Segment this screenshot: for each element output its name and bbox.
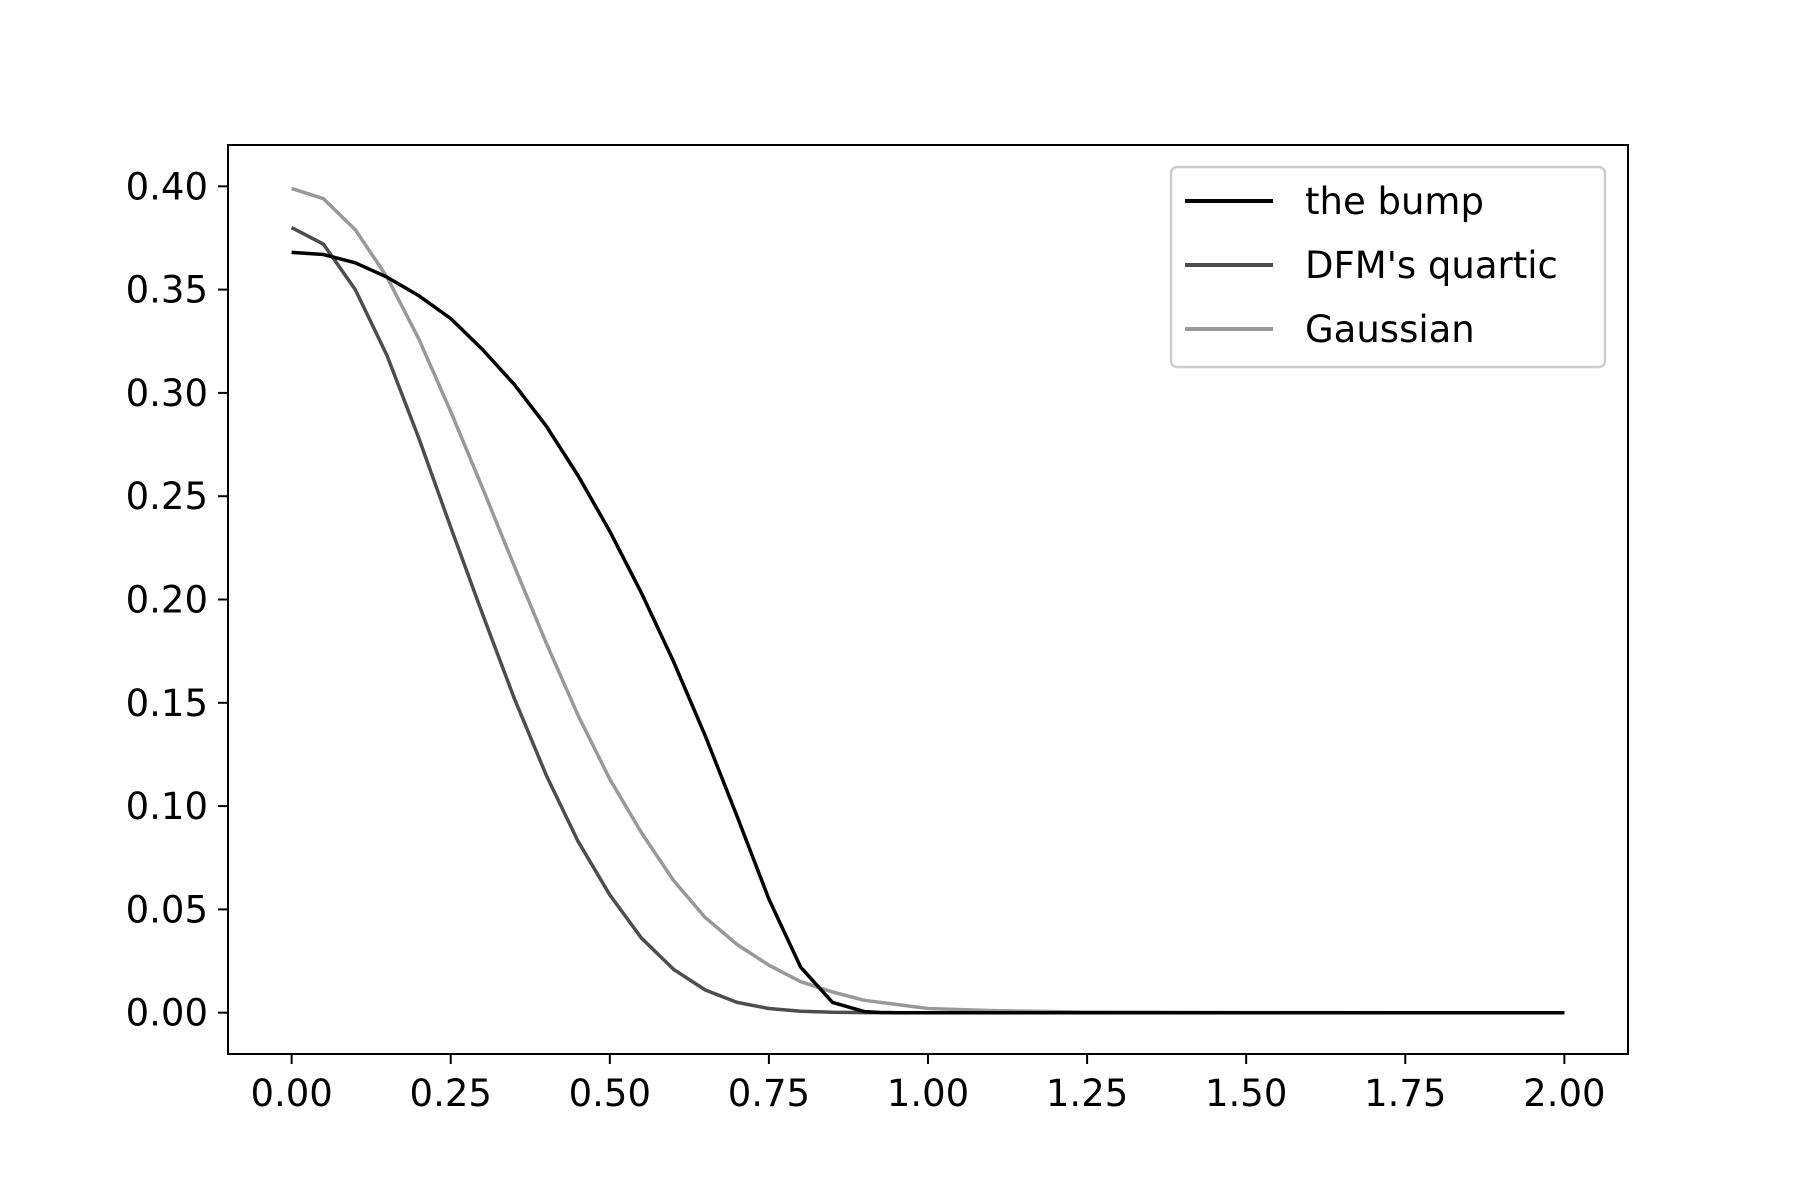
legend: the bump DFM's quartic Gaussian — [1169, 165, 1607, 369]
y-tick-label: 0.20 — [126, 579, 208, 622]
series-line-0 — [291, 250, 1565, 1015]
legend-label-1: DFM's quartic — [1305, 244, 1558, 287]
x-tick-label: 0.25 — [410, 1072, 492, 1115]
legend-label-0: the bump — [1305, 180, 1484, 223]
legend-label-2: Gaussian — [1305, 308, 1475, 351]
y-tick-label: 0.40 — [126, 165, 208, 208]
y-tick-label: 0.30 — [126, 372, 208, 415]
series-line-2 — [291, 186, 1565, 1015]
y-tick-label: 0.05 — [126, 888, 208, 931]
x-axis: 0.00 0.25 0.50 0.75 1.00 1.25 1.50 1.75 2.00 — [250, 1054, 1606, 1115]
x-tick-label: 2.00 — [1523, 1072, 1605, 1115]
x-tick-label: 0.75 — [728, 1072, 810, 1115]
x-tick-label: 1.50 — [1205, 1072, 1287, 1115]
x-tick-label: 1.00 — [887, 1072, 969, 1115]
y-tick-label: 0.00 — [126, 992, 208, 1035]
legend-box — [1169, 165, 1607, 369]
x-tick-label: 0.00 — [250, 1072, 332, 1115]
series-layer — [290, 186, 1565, 1015]
y-tick-label: 0.15 — [126, 682, 208, 725]
x-tick-label: 0.50 — [569, 1072, 651, 1115]
x-tick-label: 1.25 — [1046, 1072, 1128, 1115]
y-tick-label: 0.25 — [126, 475, 208, 518]
x-tick-label: 1.75 — [1364, 1072, 1446, 1115]
y-tick-label: 0.35 — [126, 269, 208, 312]
y-tick-label: 0.10 — [126, 785, 208, 828]
y-axis: 0.00 0.05 0.10 0.15 0.20 0.25 0.30 0.35 0.40 — [126, 165, 228, 1035]
